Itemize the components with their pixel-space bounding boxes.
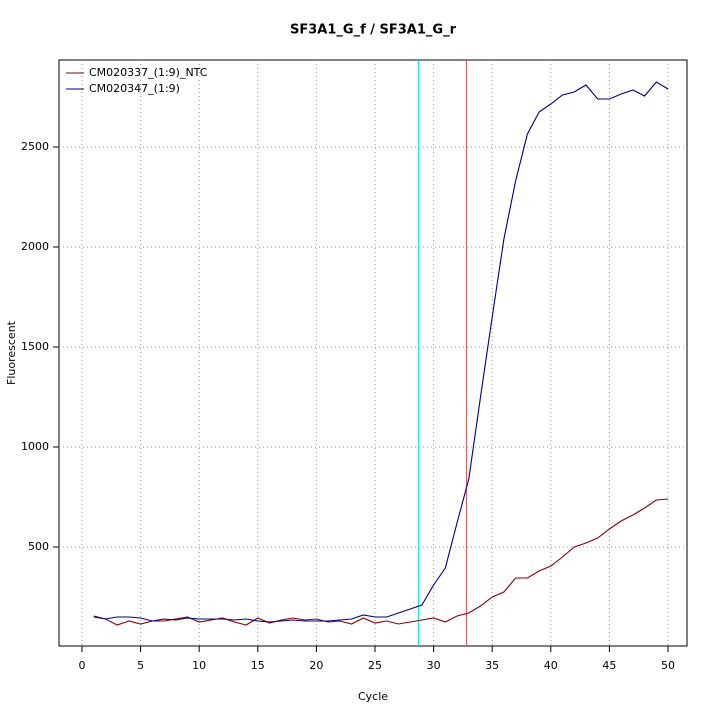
x-tick-label: 5 bbox=[137, 659, 144, 672]
y-tick-label: 1500 bbox=[21, 340, 49, 353]
x-tick-label: 30 bbox=[427, 659, 441, 672]
x-tick-label: 25 bbox=[368, 659, 382, 672]
y-tick-label: 1000 bbox=[21, 440, 49, 453]
legend-label: CM020347_(1:9) bbox=[89, 82, 180, 95]
x-tick-label: 0 bbox=[78, 659, 85, 672]
x-tick-label: 35 bbox=[485, 659, 499, 672]
y-axis-label: Fluorescent bbox=[5, 320, 18, 385]
x-tick-label: 40 bbox=[544, 659, 558, 672]
series-line bbox=[93, 81, 669, 623]
x-axis-label: Cycle bbox=[358, 690, 388, 703]
x-tick-label: 45 bbox=[602, 659, 616, 672]
x-tick-label: 50 bbox=[661, 659, 675, 672]
y-tick-label: 2500 bbox=[21, 140, 49, 153]
plot-frame bbox=[58, 59, 688, 647]
legend-label: CM020337_(1:9)_NTC bbox=[89, 66, 208, 79]
y-tick-label: 2000 bbox=[21, 240, 49, 253]
x-tick-label: 20 bbox=[309, 659, 323, 672]
x-tick-label: 15 bbox=[251, 659, 265, 672]
x-tick-label: 10 bbox=[192, 659, 206, 672]
y-tick-label: 500 bbox=[28, 540, 49, 553]
chart-title: SF3A1_G_f / SF3A1_G_r bbox=[290, 23, 457, 38]
